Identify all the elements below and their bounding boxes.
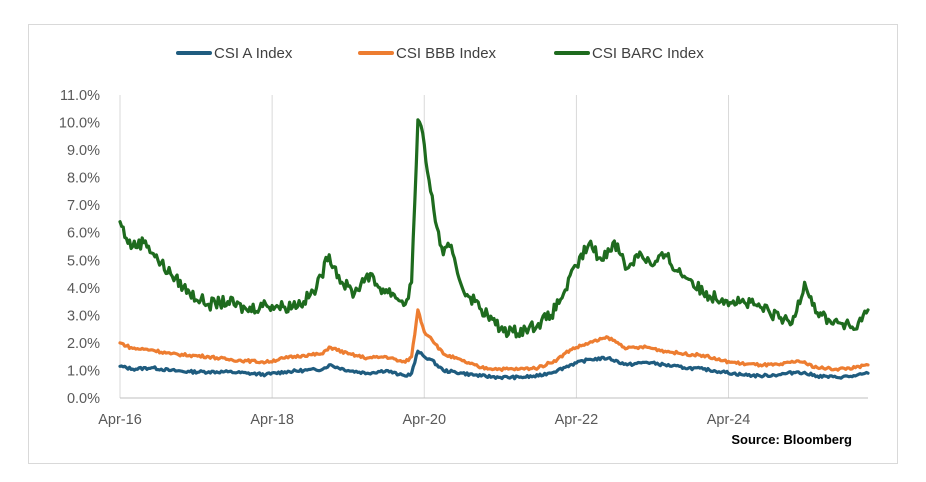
y-tick-label: 6.0% bbox=[67, 226, 100, 242]
y-axis-tick-labels: 0.0% 1.0% 2.0% 3.0% 4.0% 5.0% 6.0% 7.0% 8.0% 9.0%… bbox=[59, 88, 100, 407]
y-tick-label: 2.0% bbox=[67, 336, 100, 352]
x-tick-label: Apr-22 bbox=[555, 412, 599, 428]
legend-label: CSI A Index bbox=[214, 45, 293, 62]
y-tick-label: 1.0% bbox=[67, 363, 100, 379]
x-axis-tick-labels: Apr-16 Apr-18 Apr-20 Apr-22 Apr-24 bbox=[98, 412, 750, 428]
x-tick-label: Apr-20 bbox=[403, 412, 447, 428]
series-lines bbox=[118, 118, 870, 381]
y-tick-label: 7.0% bbox=[67, 198, 100, 214]
y-tick-label: 4.0% bbox=[67, 281, 100, 297]
x-tick-label: Apr-16 bbox=[98, 412, 142, 428]
y-tick-label: 3.0% bbox=[67, 308, 100, 324]
y-tick-label: 10.0% bbox=[59, 116, 100, 132]
series-line-csi-a-index bbox=[118, 349, 870, 381]
chart-frame bbox=[28, 24, 898, 464]
y-tick-label: 9.0% bbox=[67, 143, 100, 159]
y-tick-label: 0.0% bbox=[67, 391, 100, 407]
y-tick-label: 11.0% bbox=[60, 88, 100, 104]
legend-label: CSI BARC Index bbox=[592, 45, 704, 62]
series-line-csi-barc-index bbox=[118, 118, 870, 339]
legend-label: CSI BBB Index bbox=[396, 45, 497, 62]
y-tick-label: 8.0% bbox=[67, 171, 100, 187]
x-tick-label: Apr-18 bbox=[250, 412, 294, 428]
y-tick-label: 5.0% bbox=[67, 253, 100, 269]
legend: CSI A Index CSI BBB Index CSI BARC Index bbox=[176, 45, 704, 62]
x-tick-label: Apr-24 bbox=[707, 412, 751, 428]
series-line-csi-bbb-index bbox=[118, 308, 870, 372]
source-note: Source: Bloomberg bbox=[731, 432, 852, 447]
